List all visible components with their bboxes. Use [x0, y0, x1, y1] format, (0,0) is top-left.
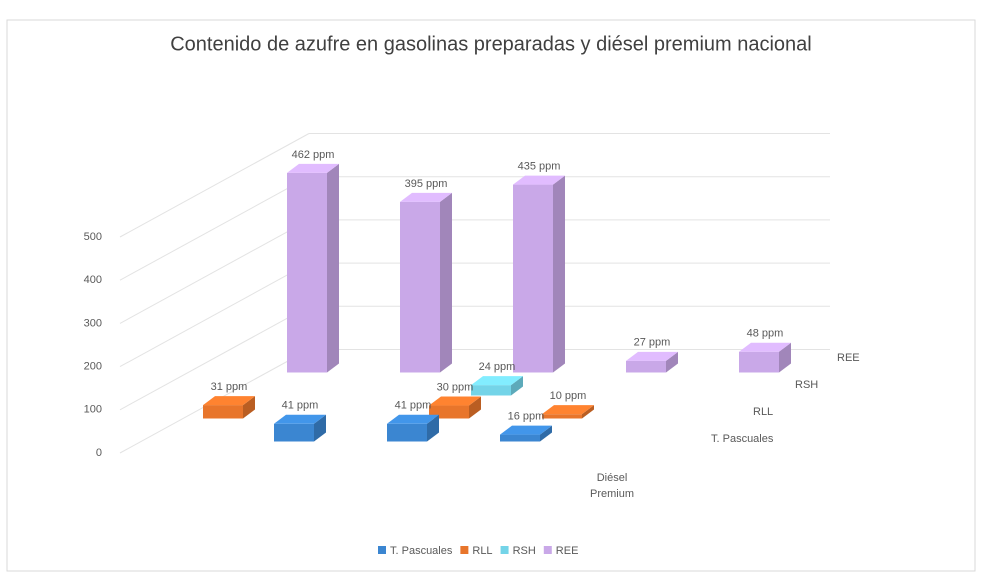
- bar-top: [287, 163, 339, 173]
- bar: [542, 414, 582, 419]
- bar-top: [471, 376, 523, 386]
- bar-top: [542, 405, 594, 415]
- bar: [471, 385, 511, 396]
- bar-top: [739, 342, 791, 352]
- legend-label: REE: [556, 545, 579, 557]
- x-tick-label: Diésel Premium: [590, 472, 634, 500]
- bar-top: [400, 192, 452, 202]
- depth-label: REE: [837, 352, 860, 364]
- y-tick-label: 0: [96, 447, 102, 459]
- depth-label: RSH: [795, 379, 818, 391]
- grid-line: [119, 305, 310, 411]
- bar-side: [327, 163, 339, 373]
- value-label: 30 ppm: [437, 381, 474, 393]
- value-label: 435 ppm: [518, 160, 561, 172]
- value-label: 24 ppm: [479, 361, 516, 373]
- legend-swatch: [460, 546, 469, 554]
- bar-side: [314, 414, 326, 442]
- bar-top: [203, 396, 255, 406]
- value-label: 41 ppm: [282, 400, 319, 412]
- legend-swatch: [378, 546, 386, 554]
- value-label: 27 ppm: [634, 337, 671, 349]
- bar: [203, 405, 243, 419]
- bar-side: [243, 396, 255, 419]
- bar-side: [553, 175, 565, 373]
- y-tick-label: 400: [84, 274, 102, 286]
- bar-side: [469, 396, 481, 419]
- chart-frame: [6, 19, 976, 572]
- value-label: 41 ppm: [395, 400, 432, 412]
- bar-side: [511, 376, 523, 396]
- grid-line: [119, 133, 310, 238]
- legend-swatch: [543, 546, 552, 554]
- bar: [274, 423, 314, 442]
- bar-top: [429, 396, 481, 406]
- x-tick-line: Premium: [590, 488, 634, 500]
- bar-top: [626, 351, 678, 361]
- bar-top: [500, 425, 552, 435]
- bar: [287, 172, 327, 373]
- value-label: 462 ppm: [292, 149, 335, 161]
- legend-label: RSH: [513, 545, 536, 557]
- bar: [739, 351, 779, 373]
- bar: [400, 201, 440, 373]
- bar-side: [440, 192, 452, 373]
- value-label: 10 ppm: [550, 390, 587, 402]
- bar-side: [540, 425, 552, 442]
- bar: [500, 434, 540, 442]
- bar-side: [427, 414, 439, 442]
- bar-top: [513, 175, 565, 185]
- depth-label: T. Pascuales: [711, 433, 774, 445]
- y-tick-label: 200: [84, 361, 102, 373]
- bar-side: [582, 405, 594, 419]
- y-tick-label: 500: [84, 231, 102, 243]
- value-label: 31 ppm: [211, 381, 248, 393]
- grid-line: [119, 262, 310, 368]
- y-tick-label: 100: [84, 404, 102, 416]
- bar: [626, 360, 666, 373]
- grid-line: [119, 219, 310, 324]
- bar-side: [666, 351, 678, 373]
- legend-swatch: [500, 546, 509, 554]
- bar: [513, 184, 553, 373]
- bar-side: [779, 342, 791, 373]
- grid-line: [119, 176, 310, 281]
- value-label: 48 ppm: [747, 328, 784, 340]
- value-label: 16 ppm: [508, 410, 545, 422]
- bar-top: [274, 414, 326, 424]
- bar-top: [387, 414, 439, 424]
- legend-label: RLL: [472, 545, 492, 557]
- value-label: 395 ppm: [405, 178, 448, 190]
- bar: [387, 423, 427, 442]
- depth-label: RLL: [753, 406, 773, 418]
- y-tick-label: 300: [84, 317, 102, 329]
- chart-title: Contenido de azufre en gasolinas prepara…: [170, 33, 812, 55]
- x-tick-line: Diésel: [597, 472, 628, 484]
- legend-label: T. Pascuales: [390, 545, 453, 557]
